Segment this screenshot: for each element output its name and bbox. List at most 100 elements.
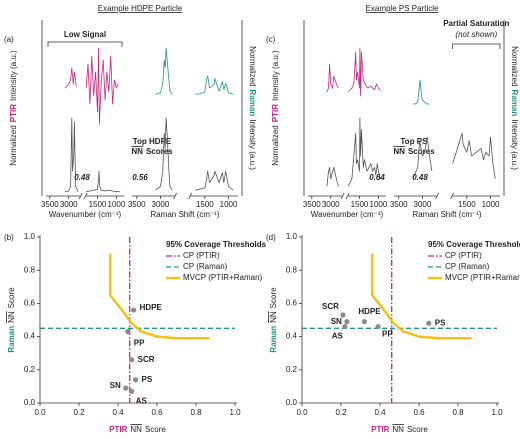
mvcp-curve [108, 253, 210, 340]
panel-label: (d) [266, 233, 276, 242]
point-label: PP [382, 330, 393, 339]
y-axis-label-part: Intensity (a.u.) [271, 50, 280, 101]
annotation: Partial Saturation [443, 19, 509, 28]
x-tick-label: 3500 [303, 200, 321, 209]
legend-label: CP (Raman) [445, 262, 490, 271]
y-tick-label: 0.0 [286, 398, 298, 407]
y-tick-label: 1.0 [286, 232, 298, 241]
y-axis-label-part: Score [269, 287, 278, 308]
y-tick-label: 0.2 [286, 365, 298, 374]
annotation-note: (not shown) [455, 30, 497, 39]
point-label: SN [331, 317, 342, 326]
annotation: Low Signal [64, 30, 106, 39]
y-axis-label: Raman NN Score [7, 287, 16, 353]
x-axis-label: Wavenumber (cm⁻¹) [311, 210, 384, 219]
x-tick-label: 0.2 [335, 408, 347, 417]
spectrum-trace [155, 47, 234, 95]
axis-break [345, 192, 350, 200]
y-tick-label: 0.4 [286, 332, 298, 341]
nn-score: 0.48 [412, 173, 428, 182]
point-label: AS [136, 396, 148, 405]
spectrum-trace [412, 132, 496, 179]
score-label-part: NN [131, 147, 143, 156]
x-tick-label: 0.8 [190, 408, 202, 417]
y2-axis-label-part: Intensity (a.u.) [248, 119, 257, 170]
panel-label: (b) [4, 233, 14, 242]
y-tick-label: 1.0 [24, 232, 36, 241]
x-tick-label: 3000 [414, 200, 432, 209]
x-tick-label: 1500 [89, 200, 107, 209]
x-tick-label: 0.2 [73, 408, 85, 417]
legend-label: CP (PTIR) [445, 251, 482, 260]
x-axis-label-part: PTIR [371, 425, 389, 434]
y-tick-label: 0.6 [24, 299, 36, 308]
spectrum-trace [64, 47, 119, 125]
y-axis-label-part: Normalized [271, 125, 280, 165]
y2-axis-label: Normalized Raman Intensity (a.u.) [510, 46, 519, 170]
score-label: Top HDPE [133, 137, 172, 146]
axis-break [188, 192, 192, 200]
score-label: Top PS [401, 137, 429, 146]
data-point [361, 319, 367, 325]
y-tick-label: 0.2 [24, 365, 36, 374]
y-axis-label: Raman NN Score [269, 287, 278, 353]
point-label: SCR [322, 302, 339, 311]
x-tick-label: 0.6 [413, 408, 425, 417]
data-point [375, 324, 381, 330]
x-tick-label: 0.6 [151, 408, 163, 417]
x-tick-label: 1000 [220, 200, 238, 209]
spectrum-trace [412, 79, 430, 105]
y-axis-label-part: Raman [269, 326, 278, 353]
y-axis-label: Normalized PTIR Intensity (a.u.) [9, 50, 18, 166]
x-tick-label: 0.4 [112, 408, 124, 417]
y-axis-label-part: NN [269, 311, 278, 323]
panel-title: Example PS Particle [366, 4, 439, 13]
legend-title: 95% Coverage Thresholds [166, 240, 267, 249]
axis-break [340, 192, 345, 200]
data-point [132, 377, 139, 383]
score-label-part: Top HDPE [133, 137, 172, 146]
point-label: SN [110, 381, 121, 390]
y-axis-label-part: Score [7, 287, 16, 308]
y-axis-label-part: Normalized [9, 125, 18, 165]
spectrum-trace [155, 117, 234, 191]
data-point [129, 357, 135, 363]
x-tick-label: 1000 [482, 200, 500, 209]
bracket [452, 43, 501, 49]
y2-axis-label-part: Normalized [510, 46, 519, 86]
mvcp-curve [370, 253, 472, 340]
y-axis-label-part: NN [7, 311, 16, 323]
y-axis-label-part: Raman [7, 326, 16, 353]
x-tick-label: 1500 [458, 200, 476, 209]
point-label: SCR [138, 355, 155, 364]
data-point [342, 324, 348, 330]
legend-label: MVCP (PTIR+Raman) [445, 273, 520, 282]
x-tick-label: 1500 [196, 200, 214, 209]
legend-title: 95% Coverage Thresholds [428, 240, 520, 249]
y2-axis-label-part: Normalized [248, 46, 257, 86]
score-label: NN Scores [131, 147, 173, 156]
data-point [129, 388, 135, 394]
y2-axis-label: Normalized Raman Intensity (a.u.) [248, 46, 257, 170]
x-tick-label: 3500 [41, 200, 59, 209]
score-label-part: Scores [146, 147, 173, 156]
y-axis-label-part: PTIR [9, 104, 18, 122]
x-axis-label: Wavenumber (cm⁻¹) [49, 210, 122, 219]
y2-axis-label-part: Intensity (a.u.) [510, 119, 519, 170]
x-tick-label: 0.4 [374, 408, 386, 417]
x-axis-label-part: Score [145, 425, 166, 434]
y-tick-label: 0.4 [24, 332, 36, 341]
x-tick-label: 3500 [128, 200, 146, 209]
x-tick-label: 1.0 [491, 408, 503, 417]
axis-break [450, 192, 454, 200]
panel-label: (c) [266, 35, 276, 44]
point-label: PP [134, 339, 145, 348]
data-point [426, 320, 432, 326]
y-tick-label: 0.8 [24, 265, 36, 274]
y2-axis-label-part: Raman [510, 90, 519, 117]
axis-break [435, 192, 439, 200]
axis-break [173, 192, 177, 200]
bracket [47, 41, 123, 47]
x-axis-label: Raman Shift (cm⁻¹) [412, 210, 481, 219]
point-label: HDPE [140, 303, 163, 312]
